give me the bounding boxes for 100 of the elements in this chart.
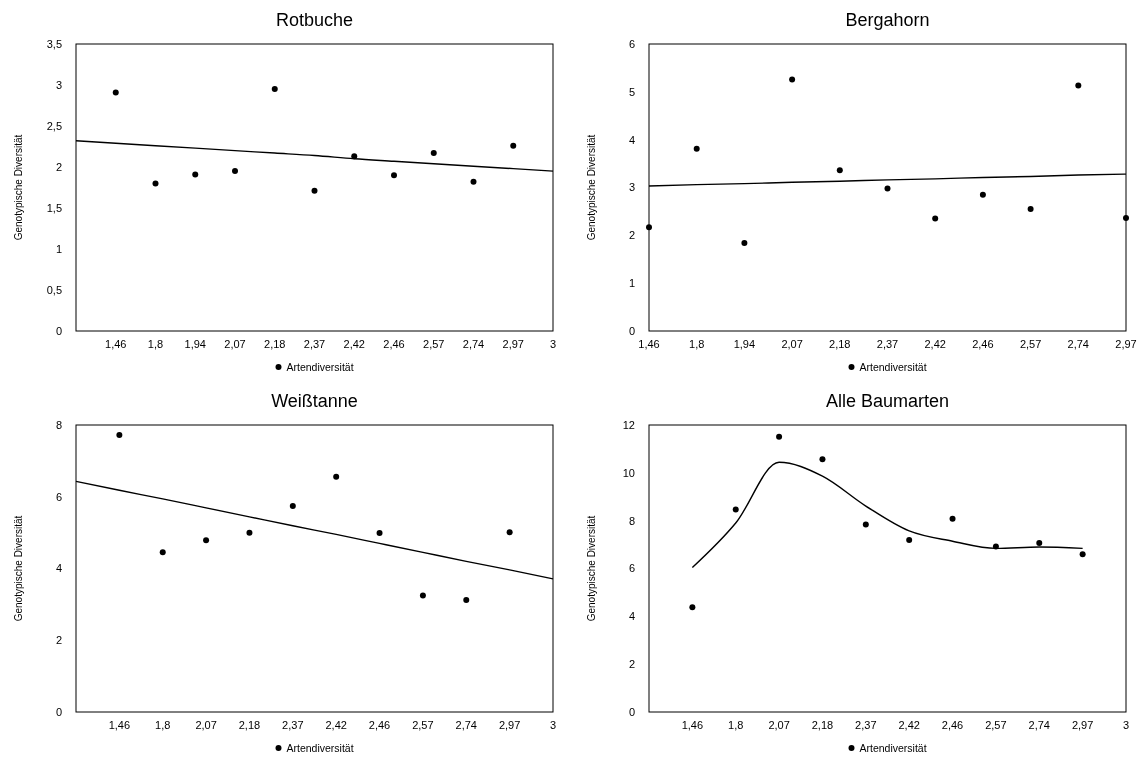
x-tick-label: 2,42 xyxy=(898,719,920,731)
x-tick-label: 1,46 xyxy=(108,719,131,731)
line-series xyxy=(691,461,1084,569)
x-tick-label: 1,8 xyxy=(728,719,744,731)
point xyxy=(246,529,253,536)
x-tick-label: 1,94 xyxy=(733,338,756,350)
x-tick-label: 2,57 xyxy=(1019,338,1042,350)
point xyxy=(932,215,939,222)
point xyxy=(732,506,739,513)
chart-title: Alle Baumarten xyxy=(825,391,950,411)
x-tick-label: 2,74 xyxy=(455,719,477,731)
legend-label: Artendiversität xyxy=(286,361,354,373)
x-tick-label: 2,46 xyxy=(368,719,391,731)
point xyxy=(862,521,869,528)
point xyxy=(333,473,340,480)
legend-label: Artendiversität xyxy=(859,742,927,754)
point xyxy=(979,191,986,198)
y-axis-title: Genotypische Diversität xyxy=(13,515,24,622)
point xyxy=(1123,215,1129,222)
x-tick-label: 2,18 xyxy=(829,338,851,350)
point xyxy=(1036,539,1043,546)
y-tick-label: 0 xyxy=(628,324,635,337)
point xyxy=(192,171,199,178)
y-tick-label: 2 xyxy=(55,160,62,173)
chart-title: Bergahorn xyxy=(845,10,930,30)
x-tick-label: 2,97 xyxy=(498,719,521,731)
point xyxy=(506,529,513,536)
x-tick-label: 2,46 xyxy=(941,719,964,731)
y-tick-label: 10 xyxy=(622,466,635,479)
x-tick-label: 2,37 xyxy=(282,719,304,731)
y-tick-label: 0 xyxy=(55,324,62,337)
point xyxy=(884,185,891,192)
y-tick-label: 4 xyxy=(628,610,635,623)
x-tick-label: 2,42 xyxy=(325,719,347,731)
x-tick-label: 1,8 xyxy=(147,338,164,350)
point xyxy=(836,167,843,174)
point xyxy=(271,86,278,93)
x-tick-label: 2,97 xyxy=(502,338,524,350)
y-tick-label: 2 xyxy=(628,229,635,242)
y-tick-label: 2,5 xyxy=(46,119,62,132)
x-tick-label: 2,97 xyxy=(1115,338,1137,350)
point xyxy=(311,187,318,194)
y-tick-label: 4 xyxy=(628,133,635,146)
x-tick-label: 1,8 xyxy=(155,719,171,731)
x-tick-label: 1,8 xyxy=(689,338,705,350)
y-tick-label: 1,5 xyxy=(46,201,62,214)
chart-title: Rotbuche xyxy=(275,10,354,30)
point xyxy=(693,145,700,152)
point xyxy=(646,224,652,231)
y-tick-label: 0 xyxy=(628,705,635,718)
x-tick-label: 2,18 xyxy=(811,719,834,731)
x-tick-label: 2,18 xyxy=(238,719,261,731)
point xyxy=(470,178,477,185)
x-tick-label: 3 xyxy=(549,719,557,731)
y-tick-label: 6 xyxy=(55,490,62,503)
x-tick-label: 2,46 xyxy=(972,338,994,350)
y-tick-label: 3 xyxy=(628,181,635,194)
point xyxy=(116,432,123,439)
point xyxy=(391,172,397,179)
x-tick-label: 2,37 xyxy=(303,338,326,350)
x-tick-label: 2,42 xyxy=(924,338,946,350)
point xyxy=(510,142,517,149)
point xyxy=(1075,82,1082,89)
y-tick-label: 8 xyxy=(628,514,635,527)
point xyxy=(419,592,426,599)
point xyxy=(689,604,696,611)
x-tick-label: 2,07 xyxy=(781,338,803,350)
y-tick-label: 1 xyxy=(628,277,635,290)
y-tick-label: 3,5 xyxy=(46,37,62,50)
point xyxy=(203,537,210,544)
y-tick-label: 8 xyxy=(55,418,62,431)
point xyxy=(776,433,783,440)
legend-label: Artendiversität xyxy=(859,361,927,373)
y-tick-label: 0,5 xyxy=(46,283,62,296)
point xyxy=(949,515,956,522)
point xyxy=(1079,551,1086,558)
point xyxy=(906,537,913,544)
point xyxy=(159,549,166,556)
x-tick-label: 2,46 xyxy=(383,338,405,350)
point xyxy=(1027,206,1034,213)
x-tick-label: 2,18 xyxy=(264,338,286,350)
y-tick-label: 1 xyxy=(55,242,62,255)
x-tick-label: 2,37 xyxy=(876,338,899,350)
y-tick-label: 6 xyxy=(628,562,635,575)
x-tick-label: 2,57 xyxy=(412,719,434,731)
x-tick-label: 3 xyxy=(549,338,557,350)
x-tick-label: 3 xyxy=(1122,719,1130,731)
x-tick-label: 1,46 xyxy=(638,338,660,350)
y-axis-title: Genotypische Diversität xyxy=(586,515,597,622)
x-tick-label: 2,07 xyxy=(768,719,790,731)
x-tick-label: 1,46 xyxy=(681,719,704,731)
point xyxy=(152,180,159,187)
x-tick-label: 2,74 xyxy=(1067,338,1090,350)
x-tick-label: 2,74 xyxy=(462,338,485,350)
x-tick-label: 2,37 xyxy=(855,719,877,731)
point xyxy=(232,168,238,175)
point xyxy=(376,529,383,536)
y-tick-label: 0 xyxy=(55,705,62,718)
point xyxy=(112,89,119,96)
y-tick-label: 12 xyxy=(622,418,635,431)
